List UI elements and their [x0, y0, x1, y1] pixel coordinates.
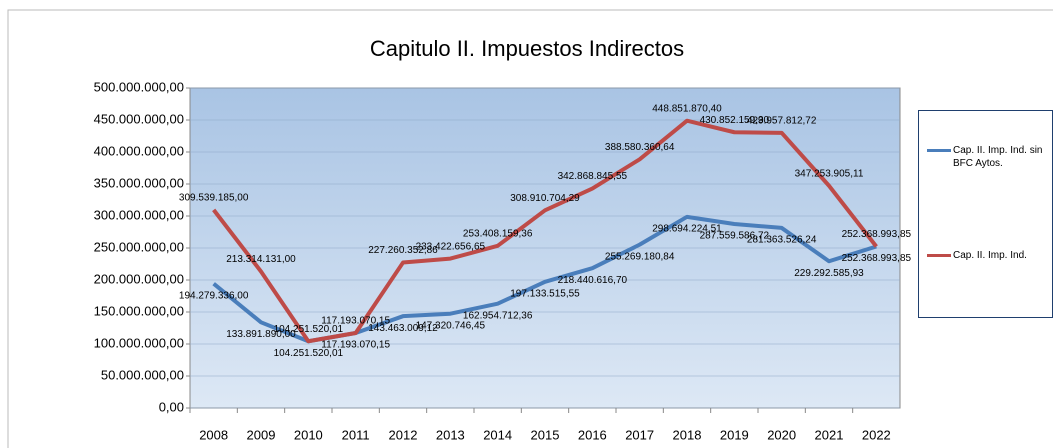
- x-tick-label: 2019: [720, 427, 749, 442]
- data-label: 429.957.812,72: [747, 115, 817, 126]
- x-tick-label: 2015: [531, 427, 560, 442]
- x-tick-label: 2013: [436, 427, 465, 442]
- data-label: 104.251.520,01: [274, 348, 344, 359]
- data-label: 143.463.009,12: [368, 323, 438, 334]
- data-label: 229.292.585,93: [794, 268, 864, 279]
- y-tick-label: 450.000.000,00: [94, 111, 184, 126]
- data-label: 255.269.180,84: [605, 251, 675, 262]
- x-tick-label: 2009: [247, 427, 276, 442]
- data-label: 104.251.520,01: [274, 324, 344, 335]
- data-label: 162.954.712,36: [463, 310, 533, 321]
- data-label: 448.851.870,40: [652, 103, 722, 114]
- data-label: 253.408.159,36: [463, 228, 533, 239]
- data-label: 342.868.845,55: [558, 171, 628, 182]
- x-tick-label: 2008: [199, 427, 228, 442]
- data-label: 252.368.993,85: [842, 253, 912, 264]
- data-label: 298.694.224,51: [652, 223, 722, 234]
- x-tick-label: 2020: [767, 427, 796, 442]
- x-tick-label: 2012: [389, 427, 418, 442]
- data-label: 308.910.704,29: [510, 193, 580, 204]
- x-tick-label: 2011: [342, 427, 370, 442]
- y-tick-label: 300.000.000,00: [94, 207, 184, 222]
- data-label: 252.368.993,85: [842, 229, 912, 240]
- y-tick-label: 200.000.000,00: [94, 271, 184, 286]
- data-label: 281.363.526,24: [747, 235, 817, 246]
- legend-swatch: [927, 254, 951, 257]
- legend-label: Cap. II. Imp. Ind. sin BFC Aytos.: [953, 145, 1043, 169]
- data-label: 287.559.586,72: [700, 231, 770, 242]
- y-tick-label: 400.000.000,00: [94, 143, 184, 158]
- y-tick-label: 500.000.000,00: [94, 79, 184, 94]
- frame-border: [7, 9, 1053, 448]
- data-label: 197.133.515,55: [510, 288, 580, 299]
- y-tick-label: 0,00: [159, 399, 184, 414]
- y-tick-label: 50.000.000,00: [101, 367, 184, 382]
- data-label: 213.314.131,00: [226, 254, 296, 265]
- x-tick-label: 2016: [578, 427, 607, 442]
- y-tick-label: 100.000.000,00: [94, 335, 184, 350]
- y-tick-label: 250.000.000,00: [94, 239, 184, 254]
- data-label: 347.253.905,11: [795, 168, 864, 179]
- x-tick-label: 2010: [294, 427, 323, 442]
- x-tick-label: 2017: [625, 427, 654, 442]
- data-label: 233.422.656,65: [416, 241, 486, 252]
- data-label: 147.320.746,45: [416, 320, 486, 331]
- series-line: [212, 118, 878, 344]
- legend-swatch: [927, 149, 951, 152]
- legend: Cap. II. Imp. Ind. sin BFC Aytos. Cap. II…: [918, 110, 1053, 318]
- x-tick-label: 2014: [483, 427, 512, 442]
- x-tick-label: 2018: [673, 427, 702, 442]
- data-label: 388.580.360,64: [605, 142, 675, 153]
- data-label: 227.260.352,86: [368, 245, 438, 256]
- data-label: 133.891.890,00: [226, 329, 296, 340]
- x-tick-label: 2022: [862, 427, 891, 442]
- x-tick-label: 2021: [815, 427, 844, 442]
- data-label: 309.539.185,00: [179, 193, 249, 204]
- data-label: 194.279.336,00: [179, 290, 249, 301]
- data-label: 117.193.070,15: [321, 316, 390, 327]
- legend-label: Cap. II. Imp. Ind.: [953, 250, 1027, 261]
- data-label: 430.852.159,30: [700, 115, 770, 126]
- y-tick-label: 150.000.000,00: [94, 303, 184, 318]
- chart-title: Capitulo II. Impuestos Indirectos: [370, 36, 684, 61]
- data-label: 218.440.616,70: [558, 275, 628, 286]
- y-tick-label: 350.000.000,00: [94, 175, 184, 190]
- data-label: 117.193.070,15: [321, 340, 390, 351]
